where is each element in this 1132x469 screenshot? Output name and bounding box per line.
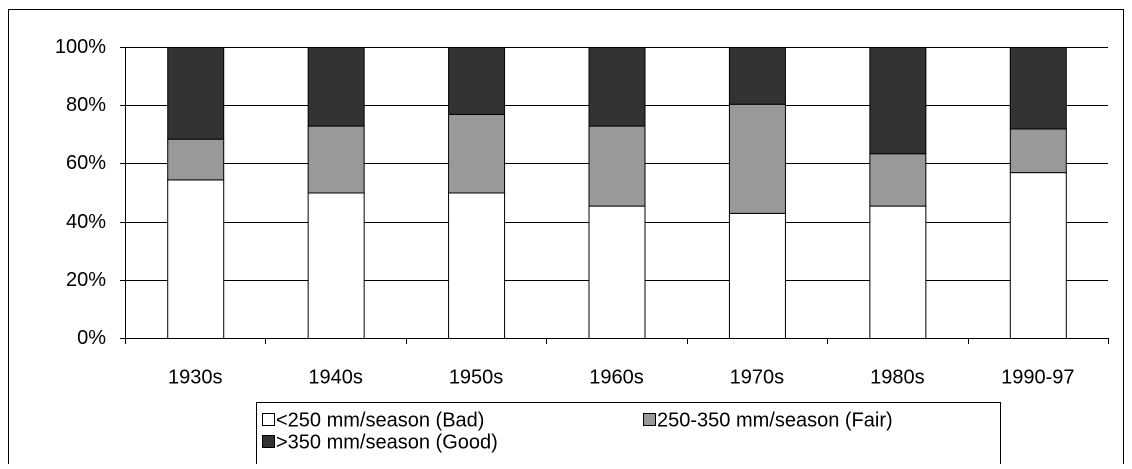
y-tick-label: 100% bbox=[55, 36, 106, 58]
bar-segment bbox=[448, 113, 506, 194]
bar-segment bbox=[167, 179, 225, 339]
legend-label: >350 mm/season (Good) bbox=[276, 431, 498, 453]
bar-segment bbox=[307, 192, 365, 339]
x-tick-label: 1950s bbox=[449, 366, 504, 388]
legend-swatch bbox=[643, 413, 656, 426]
x-tick-label: 1940s bbox=[308, 366, 363, 388]
y-tick-label: 0% bbox=[77, 327, 106, 349]
bar-segment bbox=[869, 205, 927, 339]
legend-label: 250-350 mm/season (Fair) bbox=[657, 409, 893, 431]
bar-segment bbox=[588, 47, 646, 127]
bar-segment bbox=[728, 47, 786, 105]
x-tick-label: 1970s bbox=[730, 366, 785, 388]
bar-segment bbox=[728, 103, 786, 214]
bar-segment bbox=[448, 192, 506, 339]
bar-segment bbox=[1009, 47, 1067, 130]
bar-segment bbox=[167, 138, 225, 181]
x-tick-label: 1960s bbox=[589, 366, 644, 388]
bar-segment bbox=[1009, 172, 1067, 339]
x-tick-label: 1990-97 bbox=[1001, 366, 1074, 388]
y-tick-label: 60% bbox=[66, 152, 106, 174]
y-tick-label: 80% bbox=[66, 94, 106, 116]
legend-label: <250 mm/season (Bad) bbox=[276, 409, 484, 431]
legend-swatch bbox=[262, 435, 275, 448]
bar-segment bbox=[869, 47, 927, 155]
bar-segment bbox=[448, 47, 506, 115]
x-tick-label: 1980s bbox=[870, 366, 925, 388]
bar-segment bbox=[307, 47, 365, 127]
x-tick-label: 1930s bbox=[168, 366, 223, 388]
bar-segment bbox=[588, 205, 646, 339]
bar-segment bbox=[869, 153, 927, 207]
bar-segment bbox=[728, 212, 786, 339]
legend-swatch bbox=[262, 413, 275, 426]
bar-segment bbox=[307, 125, 365, 194]
y-tick-label: 20% bbox=[66, 269, 106, 291]
bar-segment bbox=[588, 125, 646, 207]
bar-segment bbox=[167, 47, 225, 140]
legend-frame bbox=[256, 402, 1001, 465]
y-tick-label: 40% bbox=[66, 211, 106, 233]
bar-segment bbox=[1009, 128, 1067, 174]
